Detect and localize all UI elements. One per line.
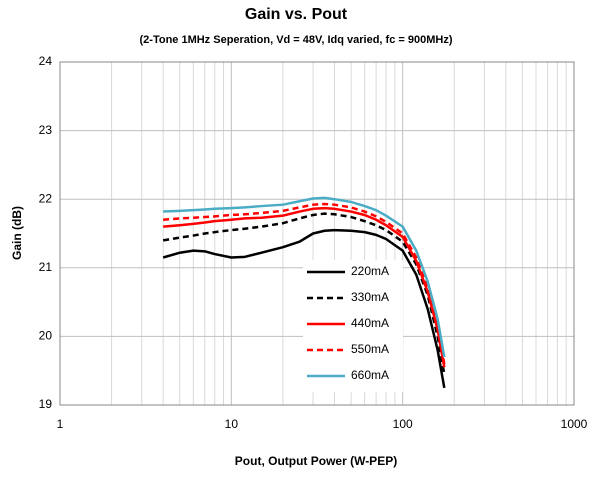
y-tick-label: 19 [39,397,53,411]
series-line [163,196,446,358]
legend-box [303,260,403,392]
legend-label: 330mA [351,290,389,304]
y-axis-label: Gain (dB) [10,206,24,260]
y-tick-label: 22 [39,191,53,205]
y-tick-label: 24 [39,54,53,68]
chart-subtitle: (2-Tone 1MHz Seperation, Vd = 48V, Idq v… [140,34,453,46]
y-tick-label: 21 [39,260,53,274]
x-axis-label: Pout, Output Power (W-PEP) [235,454,397,468]
x-tick-label: 1000 [561,417,588,431]
series-line [162,212,446,375]
legend-label: 550mA [351,342,389,356]
series-line [163,202,446,365]
y-tick-label: 23 [39,123,53,137]
series-line [163,206,446,368]
x-tick-label: 1 [57,417,64,431]
chart-title: Gain vs. Pout [245,6,348,23]
series-line [162,228,446,389]
x-tick-label: 10 [225,417,239,431]
legend-label: 660mA [351,368,389,382]
y-tick-label: 20 [39,329,53,343]
legend-label: 220mA [351,264,389,278]
plot-border [59,61,575,406]
legend-label: 440mA [351,316,389,330]
x-tick-label: 100 [393,417,413,431]
